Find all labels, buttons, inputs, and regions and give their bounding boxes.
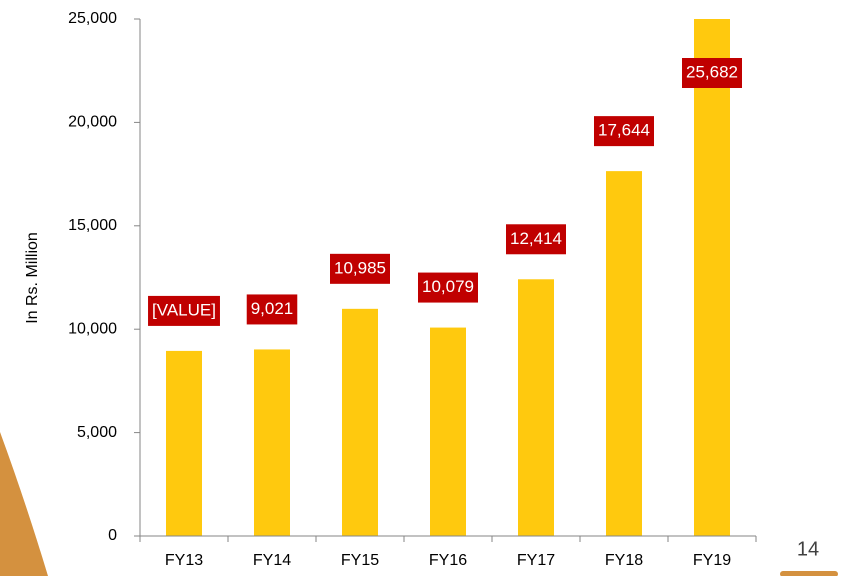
- x-tick-label: FY18: [605, 552, 643, 569]
- page-number: 14: [797, 538, 819, 560]
- bar: [166, 350, 202, 536]
- y-axis-title: In Rs. Million: [24, 232, 41, 324]
- data-label: 25,682: [686, 62, 738, 81]
- data-label-box: [506, 224, 566, 255]
- data-label-box: [148, 295, 220, 326]
- y-tick-label: 15,000: [68, 217, 117, 234]
- bar: [518, 279, 554, 536]
- x-tick-label: FY17: [517, 552, 555, 569]
- x-tick-label: FY15: [341, 552, 379, 569]
- y-tick-label: 20,000: [68, 114, 117, 131]
- x-tick-label: FY16: [429, 552, 467, 569]
- y-tick-label: 0: [108, 527, 117, 544]
- data-label-box: [418, 272, 478, 303]
- data-label: 12,414: [510, 229, 562, 248]
- bar: [606, 171, 642, 536]
- x-tick-label: FY13: [165, 552, 203, 569]
- bar: [430, 327, 466, 536]
- data-label: 10,079: [422, 277, 474, 296]
- data-label: [VALUE]: [152, 300, 216, 319]
- bar: [254, 349, 290, 536]
- x-tick-label: FY19: [693, 552, 731, 569]
- data-label: 10,985: [334, 258, 386, 277]
- y-tick-label: 5,000: [77, 424, 117, 441]
- data-label-box: [682, 58, 742, 88]
- data-label: 17,644: [598, 121, 650, 140]
- decor-triangle: [0, 432, 48, 576]
- data-label-box: [594, 116, 654, 147]
- bar: [342, 308, 378, 536]
- y-tick-label: 25,000: [68, 10, 117, 27]
- data-label-box: [330, 253, 390, 284]
- y-tick-label: 10,000: [68, 320, 117, 337]
- data-label-box: [246, 294, 298, 325]
- bar: [694, 19, 730, 536]
- data-label: 9,021: [251, 299, 294, 318]
- plot-area: [166, 19, 730, 536]
- x-tick-label: FY14: [253, 552, 291, 569]
